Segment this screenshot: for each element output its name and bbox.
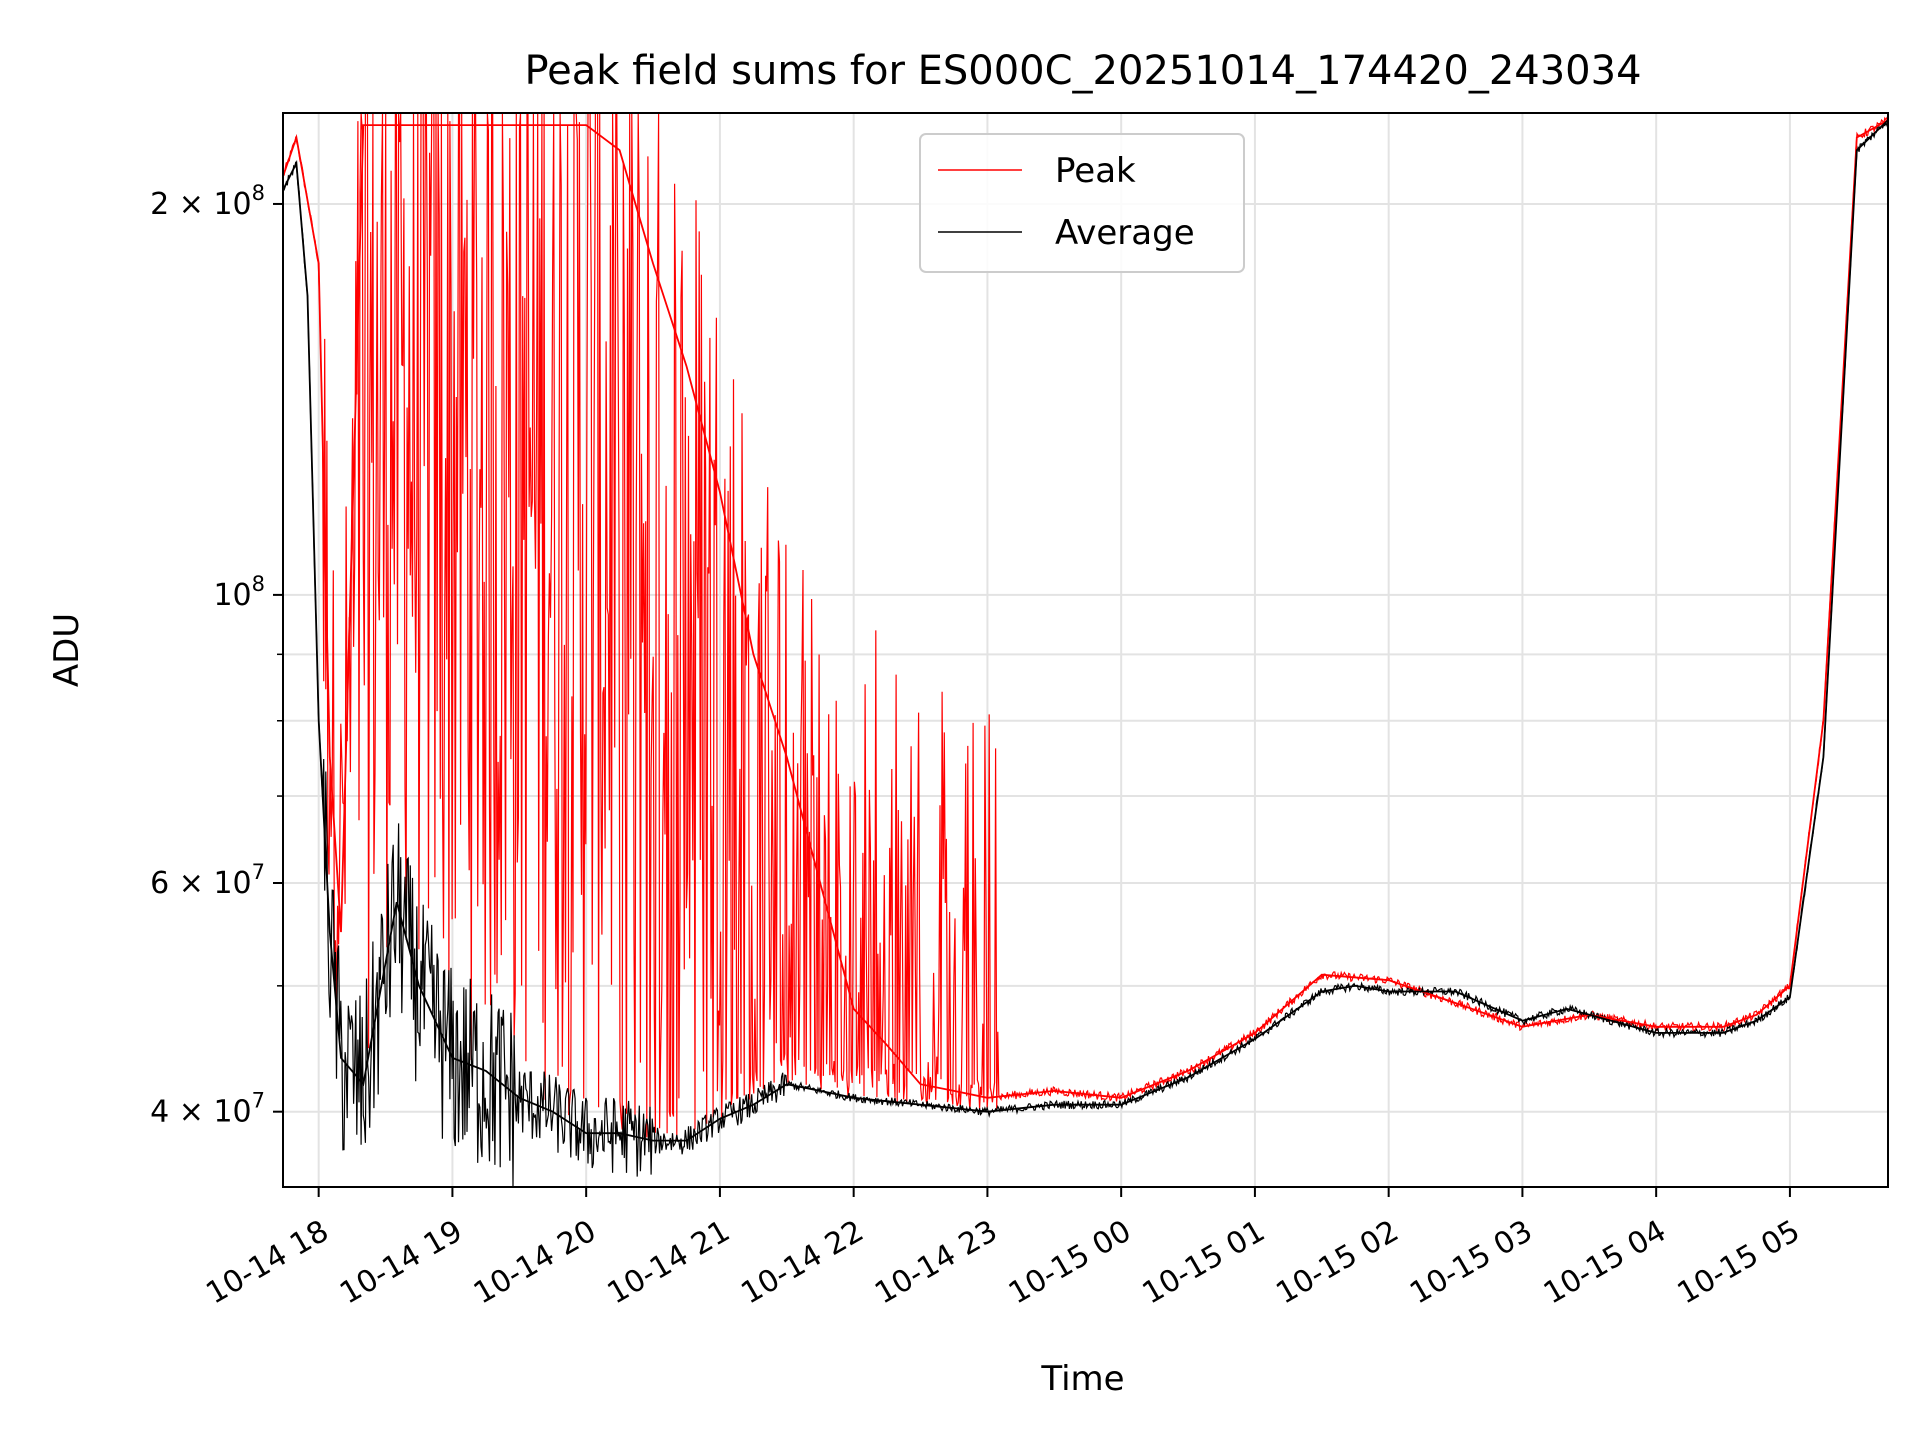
y-tick-times: × — [169, 866, 213, 901]
y-tick-base: 10 — [213, 187, 251, 222]
y-tick-base: 10 — [213, 1095, 251, 1130]
peak-noise-line — [282, 112, 1889, 1141]
y-tick-mantissa: 4 — [150, 1095, 169, 1130]
y-tick-times: × — [169, 1095, 213, 1130]
series-lines — [282, 119, 1889, 1142]
grid — [283, 113, 1888, 1187]
y-tick-exponent: 7 — [252, 1089, 265, 1113]
y-tick-label: 6 × 107 — [150, 860, 265, 901]
y-tick-exponent: 8 — [252, 572, 265, 596]
average-series-line — [282, 119, 1889, 1142]
plot-frame — [282, 112, 1889, 1188]
x-axis-label: Time — [1040, 1359, 1124, 1399]
peak-noise-band — [282, 112, 1889, 1141]
y-tick-label: 2 × 108 — [150, 181, 265, 222]
legend-peak-label: Peak — [1055, 151, 1136, 191]
y-tick-exponent: 8 — [252, 181, 265, 205]
chart-title: Peak field sums for ES000C_20251014_1744… — [524, 48, 1641, 94]
y-tick-times: × — [169, 187, 213, 222]
y-tick-mantissa: 2 — [150, 187, 169, 222]
y-tick-label: 4 × 107 — [150, 1089, 265, 1130]
y-axis-label: ADU — [47, 613, 87, 687]
y-tick-label: 108 — [213, 572, 265, 613]
legend-box — [919, 133, 1245, 273]
y-tick-mantissa: 6 — [150, 866, 169, 901]
y-tick-exponent: 7 — [252, 860, 265, 884]
y-tick-base: 10 — [213, 578, 251, 613]
legend: Peak Average — [919, 133, 1245, 273]
peak-series-line — [282, 119, 1889, 1099]
legend-average-label: Average — [1055, 213, 1195, 253]
y-tick-base: 10 — [213, 866, 251, 901]
